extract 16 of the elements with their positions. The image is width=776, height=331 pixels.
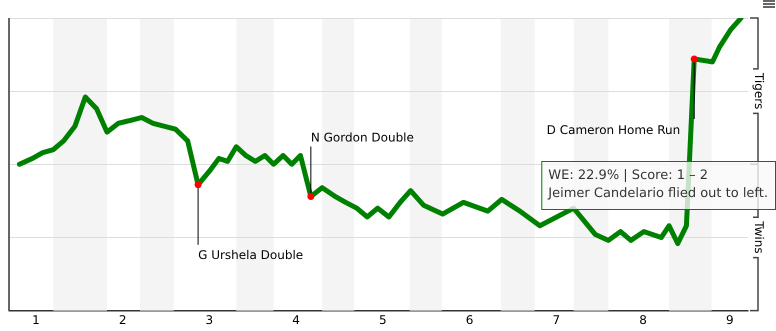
annotation: G Urshela Double [198,248,304,262]
x-tick-label: 1 [32,312,40,327]
text: Twins [752,220,766,254]
x-tick-label: 4 [292,312,300,327]
annotation: Jeimer Candelario flied out to left. [547,186,768,201]
annotation: N Gordon Double [310,130,414,145]
x-tick-label: 3 [206,312,214,327]
x-tick-label: 2 [118,312,126,327]
x-tick-label: 5 [379,312,387,327]
x-tick-label: 9 [726,312,734,327]
x-tick-label: 8 [639,312,647,327]
x-tick-label: 6 [466,312,474,327]
x-tick-label: 7 [552,312,560,327]
annotation: WE: 22.9% | Score: 1 – 2 [548,168,708,183]
annotation: D Cameron Home Run [546,123,680,138]
text: Tigers [752,72,766,110]
